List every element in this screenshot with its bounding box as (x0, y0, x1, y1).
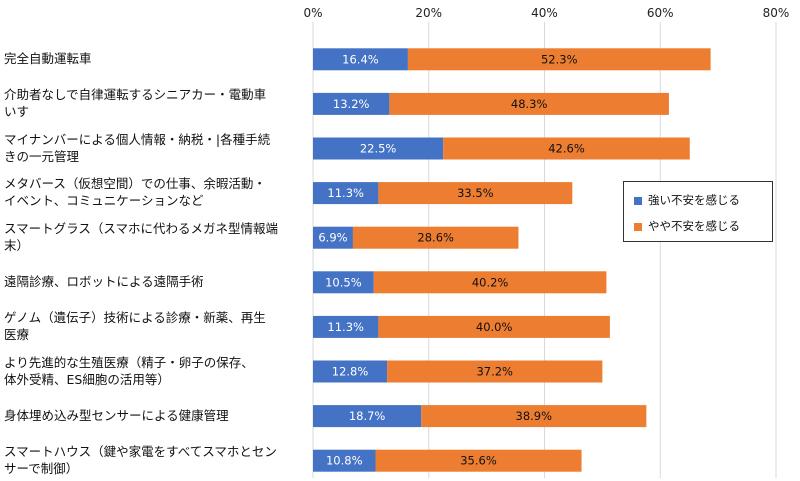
data-label-strong: 18.7% (349, 409, 386, 423)
legend-item-somewhat: やや不安を感じる (634, 218, 740, 234)
category-label-line: ゲノム（遺伝子）技術による診療・新薬、再生 (4, 309, 266, 325)
data-labels: 16.4% 52.3% 13.2% 48.3% 22.5% 42.6% 11.3% 33.5%… (318, 52, 584, 467)
category-label: 完全自動運転車 (4, 50, 302, 67)
data-label-somewhat: 52.3% (541, 52, 578, 66)
bar-somewhat-anxiety (373, 271, 607, 294)
bar-somewhat-anxiety (421, 405, 647, 428)
bar-somewhat-anxiety (375, 449, 582, 472)
data-label-strong: 10.8% (326, 454, 363, 468)
category-label-line: 身体埋め込み型センサーによる健康管理 (4, 407, 229, 423)
category-label: マイナンバーによる個人情報・納税・|各種手続 きの一元管理 (4, 131, 302, 165)
bar-somewhat-anxiety (378, 182, 573, 205)
category-label-line: 完全自動運転車 (4, 50, 92, 66)
data-label-somewhat: 38.9% (516, 409, 553, 423)
category-label-line: イベント、コミュニケーションなど (4, 193, 204, 209)
bar-somewhat-anxiety (443, 137, 690, 160)
data-label-strong: 22.5% (360, 142, 397, 156)
bar-somewhat-anxiety (407, 48, 711, 71)
legend-label-strong: 強い不安を感じる (648, 193, 740, 207)
bar-strong-anxiety (313, 137, 444, 160)
x-axis-ticks: 0% 20% 40% 60% 80% (303, 6, 789, 20)
category-label-line: 末） (4, 237, 30, 253)
x-tick-label: 60% (647, 6, 674, 20)
data-label-somewhat: 35.6% (460, 454, 497, 468)
category-label-line: 体外受精、ES細胞の活用等） (4, 371, 170, 387)
data-label-strong: 16.4% (342, 52, 379, 66)
category-label-line: スマートハウス（鍵や家電をすべてスマホとセン (4, 443, 277, 459)
category-label-line: 遠隔診療、ロボットによる遠隔手術 (4, 273, 204, 289)
bars (313, 48, 711, 472)
category-label-line: スマートグラス（スマホに代わるメガネ型情報端 (4, 220, 279, 236)
category-label: より先進的な生殖医療（精子・卵子の保存、 体外受精、ES細胞の活用等） (4, 354, 302, 388)
legend-swatch-strong (634, 196, 642, 205)
data-label-somewhat: 40.2% (472, 275, 509, 289)
bar-somewhat-anxiety (352, 226, 519, 249)
bar-somewhat-anxiety (387, 360, 603, 383)
bar-strong-anxiety (313, 360, 388, 383)
legend: 強い不安を感じる やや不安を感じる (623, 181, 773, 242)
data-label-strong: 12.8% (332, 365, 369, 379)
category-label-line: マイナンバーによる個人情報・納税・|各種手続 (4, 131, 271, 147)
bar-strong-anxiety (313, 405, 422, 428)
category-label-line: 介助者なしで自律運転するシニアカー・電動車 (4, 86, 267, 102)
x-tick-label: 0% (303, 6, 322, 20)
category-label-line: より先進的な生殖医療（精子・卵子の保存、 (4, 354, 254, 370)
bar-somewhat-anxiety (389, 92, 669, 115)
bar-strong-anxiety (313, 182, 379, 205)
data-label-strong: 13.2% (333, 97, 370, 111)
bar-strong-anxiety (313, 315, 379, 338)
data-label-somewhat: 33.5% (457, 186, 494, 200)
category-label: 遠隔診療、ロボットによる遠隔手術 (4, 273, 302, 290)
category-label-line: きの一元管理 (4, 148, 80, 164)
data-label-somewhat: 40.0% (476, 320, 513, 334)
bar-strong-anxiety (313, 226, 353, 249)
bar-strong-anxiety (313, 92, 390, 115)
x-tick-label: 20% (415, 6, 442, 20)
x-tick-label: 80% (763, 6, 790, 20)
data-label-somewhat: 28.6% (417, 231, 454, 245)
legend-item-strong: 強い不安を感じる (634, 192, 740, 208)
bar-strong-anxiety (313, 48, 408, 71)
category-label: ゲノム（遺伝子）技術による診療・新薬、再生 医療 (4, 309, 302, 343)
legend-swatch-somewhat (634, 222, 642, 231)
bar-somewhat-anxiety (378, 315, 610, 338)
category-label: 介助者なしで自律運転するシニアカー・電動車 いす (4, 86, 302, 120)
category-label-line: サーで制御） (4, 460, 79, 476)
data-label-somewhat: 37.2% (476, 365, 513, 379)
category-label: スマートグラス（スマホに代わるメガネ型情報端 末） (4, 220, 302, 254)
category-label: 身体埋め込み型センサーによる健康管理 (4, 407, 302, 424)
data-label-strong: 11.3% (327, 320, 364, 334)
data-label-strong: 10.5% (325, 275, 362, 289)
x-tick-label: 40% (531, 6, 558, 20)
data-label-somewhat: 48.3% (511, 97, 548, 111)
bar-strong-anxiety (313, 271, 374, 294)
data-label-strong: 11.3% (327, 186, 364, 200)
category-label: スマートハウス（鍵や家電をすべてスマホとセン サーで制御） (4, 443, 302, 477)
legend-label-somewhat: やや不安を感じる (648, 219, 740, 233)
category-label: メタバース（仮想空間）での仕事、余暇活動・ イベント、コミュニケーションなど (4, 175, 302, 209)
bar-strong-anxiety (313, 449, 376, 472)
category-label-line: 医療 (4, 326, 30, 342)
category-label-line: いす (4, 103, 30, 119)
data-label-strong: 6.9% (318, 231, 347, 245)
category-label-line: メタバース（仮想空間）での仕事、余暇活動・ (4, 176, 266, 192)
data-label-somewhat: 42.6% (548, 142, 585, 156)
